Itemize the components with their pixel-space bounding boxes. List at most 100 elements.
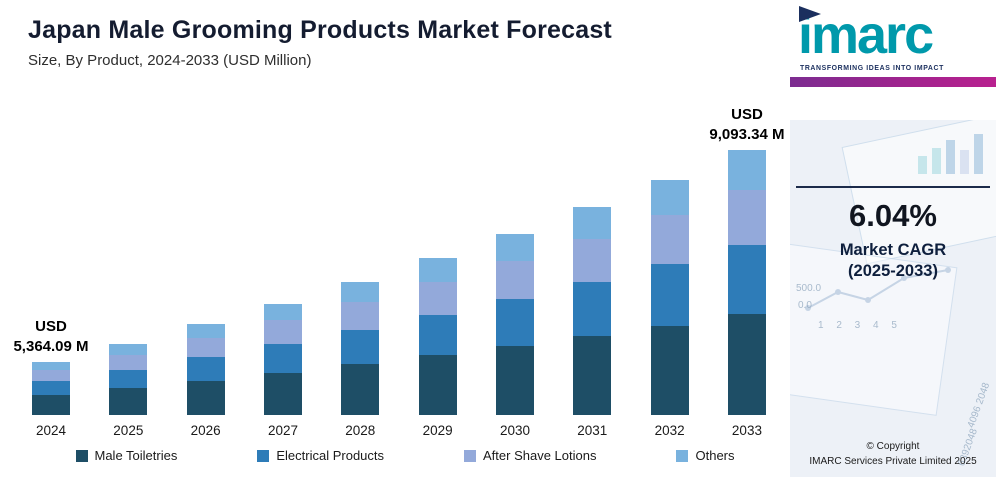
annotation-line: USD — [35, 318, 67, 336]
x-axis-label: 2032 — [654, 423, 685, 438]
bar-segment-male-toiletries — [418, 355, 457, 415]
bar-segment-electrical-products — [727, 245, 766, 315]
x-axis-label: 2024 — [35, 423, 67, 438]
stacked-bar — [573, 207, 612, 415]
bar-segment-others — [341, 281, 380, 302]
bar-segment-others — [186, 324, 225, 339]
bar-segment-electrical-products — [650, 264, 689, 326]
legend-label: Electrical Products — [276, 448, 385, 463]
cagr-label: Market CAGR — [839, 241, 947, 259]
bar-segment-male-toiletries — [263, 372, 302, 415]
cagr-value: 6.04% — [849, 198, 937, 233]
bar-segment-after-shave-lotions — [418, 281, 457, 315]
x-axis-label: 2031 — [577, 423, 608, 438]
bar-segment-electrical-products — [186, 357, 225, 381]
imarc-logo: imarc — [790, 0, 996, 62]
bar-segment-male-toiletries — [341, 364, 380, 415]
x-axis-label: 2027 — [267, 423, 298, 438]
decor-bar-chart-icon — [918, 134, 983, 174]
cagr-block: 6.04% Market CAGR (2025-2033) — [790, 198, 996, 281]
brand-panel: 0.0 500.0 1 2 3 4 5 4096 2048 6392048 im… — [790, 0, 996, 477]
bar-segment-male-toiletries — [650, 325, 689, 415]
logo-tagline: TRANSFORMING IDEAS INTO IMPACT — [800, 65, 944, 72]
decor-number: 0.0 — [798, 300, 812, 311]
bar-segment-after-shave-lotions — [495, 260, 534, 299]
legend-item: Male Toiletries — [75, 448, 178, 463]
bar-segment-electrical-products — [109, 369, 148, 388]
bar-segment-others — [573, 207, 612, 239]
bar-segment-after-shave-lotions — [32, 370, 70, 382]
legend-item: Electrical Products — [257, 448, 384, 463]
bar-segment-electrical-products — [32, 381, 70, 395]
annotation-line: USD — [731, 106, 763, 124]
decor-number: 500.0 — [796, 283, 822, 294]
stacked-bar — [418, 258, 457, 415]
cagr-range: (2025-2033) — [848, 262, 938, 280]
copyright-line2: IMARC Services Private Limited 2025 — [809, 456, 977, 467]
panel-divider — [796, 186, 990, 188]
tagline-underline-bar — [790, 77, 996, 87]
bar-segment-after-shave-lotions — [109, 354, 148, 370]
bar-segment-electrical-products — [418, 314, 457, 356]
legend-swatch — [676, 449, 689, 462]
imarc-logo-text: imarc — [798, 5, 934, 65]
stacked-bar-chart: USD 5,364.09 M 2024 2025 2026 2027 2028 2029 203… — [13, 71, 784, 438]
bar-segment-after-shave-lotions — [341, 301, 380, 330]
stacked-bar — [341, 281, 380, 415]
legend-item: Others — [676, 448, 735, 463]
stacked-bar — [32, 362, 70, 415]
x-axis-label: 2026 — [190, 423, 221, 438]
bar-segment-after-shave-lotions — [573, 238, 612, 283]
bar-column: 2026 — [185, 324, 227, 438]
bar-segment-electrical-products — [341, 329, 380, 365]
logo-card: imarc TRANSFORMING IDEAS INTO IMPACT — [790, 0, 996, 120]
annotation-line: 9,093.34 M — [709, 125, 785, 143]
bar-column: 2025 — [107, 343, 149, 438]
legend-label: Male Toiletries — [94, 448, 178, 463]
bar-segment-others — [495, 233, 534, 261]
x-axis-label: 2033 — [731, 423, 762, 438]
annotation-line: 5,364.09 M — [13, 337, 89, 355]
chart-section: Japan Male Grooming Products Market Fore… — [13, 16, 784, 469]
bar-column: USD 9,093.34 M 2033 — [709, 105, 784, 438]
bar-column: 2032 — [649, 179, 691, 438]
bar-column: 2027 — [262, 303, 304, 438]
copyright-notice: © Copyright IMARC Services Private Limit… — [798, 439, 988, 469]
bar-column: 2030 — [494, 233, 536, 438]
chart-legend: Male Toiletries Electrical Products After … — [28, 438, 782, 469]
bar-segment-after-shave-lotions — [727, 189, 766, 246]
bar-column: 2031 — [571, 207, 613, 438]
decor-number: 1 2 3 4 5 — [818, 320, 902, 331]
decor-line-chart-icon — [805, 267, 951, 311]
bar-segment-others — [263, 303, 302, 321]
legend-label: Others — [695, 448, 735, 463]
bar-value-annotation: USD 9,093.34 M — [709, 105, 784, 144]
legend-swatch — [464, 449, 477, 462]
copyright-line1: © Copyright — [866, 441, 920, 452]
bar-segment-male-toiletries — [32, 395, 70, 415]
page-subtitle: Size, By Product, 2024-2033 (USD Million… — [28, 52, 312, 69]
bar-segment-after-shave-lotions — [263, 320, 302, 344]
bar-segment-others — [650, 179, 689, 215]
bar-value-annotation: USD 5,364.09 M — [13, 317, 88, 356]
x-axis-label: 2028 — [345, 423, 376, 438]
bar-segment-male-toiletries — [495, 346, 534, 415]
bar-column: 2029 — [417, 258, 459, 438]
bar-segment-electrical-products — [573, 282, 612, 337]
bar-segment-male-toiletries — [109, 388, 148, 415]
legend-label: After Shave Lotions — [483, 448, 597, 463]
decor-number: 4096 2048 — [965, 381, 992, 430]
bar-segment-electrical-products — [263, 343, 302, 373]
x-axis-label: 2029 — [422, 423, 453, 438]
bar-segment-male-toiletries — [573, 336, 612, 415]
legend-item: After Shave Lotions — [464, 448, 596, 463]
stacked-bar — [263, 303, 302, 415]
x-axis-label: 2030 — [499, 423, 530, 438]
bar-segment-electrical-products — [495, 298, 534, 346]
bar-segment-others — [32, 362, 70, 371]
bar-segment-others — [109, 343, 148, 355]
bar-segment-after-shave-lotions — [650, 214, 689, 265]
bar-column: USD 5,364.09 M 2024 — [13, 317, 88, 438]
stacked-bar — [495, 233, 534, 415]
